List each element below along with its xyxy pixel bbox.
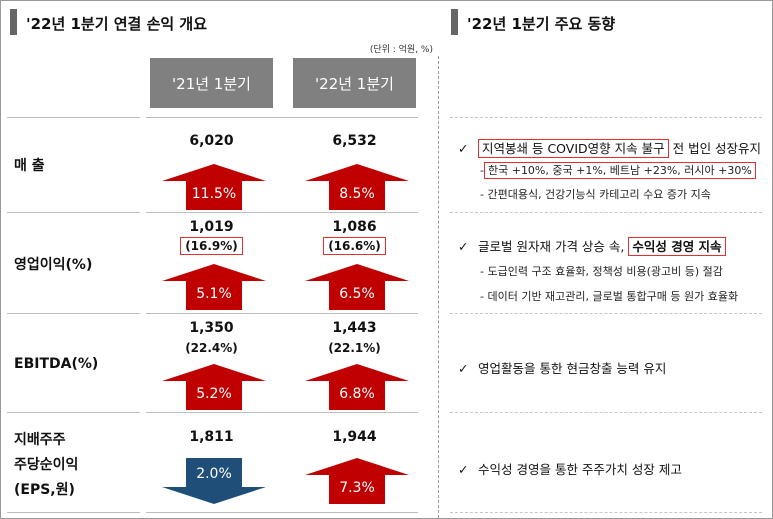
ebitda-2022-value: 1,443 — [332, 320, 377, 336]
ebitda-2022-margin: (22.1%) — [328, 341, 381, 355]
ebitda-2022-growth-arrow: 6.8% — [305, 364, 409, 410]
row-divider — [146, 212, 418, 213]
ebitda-2022-growth: 6.8% — [339, 386, 375, 402]
column-header-2022: '22년 1분기 — [293, 58, 416, 108]
sales-2021-value: 6,020 — [189, 133, 234, 149]
arrow-up-icon — [305, 458, 409, 504]
op-profit-2021-value: 1,019 — [189, 219, 234, 235]
arrow-up-icon — [305, 364, 409, 410]
unit-note: (단위 : 억원, %) — [369, 45, 433, 55]
ebitda-2021-growth: 5.2% — [196, 386, 232, 402]
sales-2021-growth: 11.5% — [191, 186, 237, 202]
row-label-eps-3: (EPS,원) — [14, 482, 75, 498]
op-profit-2022-growth: 6.5% — [339, 286, 375, 302]
sales-2022-value: 6,532 — [332, 133, 377, 149]
check-icon: ✓ — [458, 239, 469, 254]
column-header-2021: '21년 1분기 — [150, 58, 273, 108]
trend-1-text: 전 법인 성장유지 — [672, 141, 762, 156]
row-divider — [146, 512, 418, 513]
row-divider — [7, 412, 140, 413]
row-divider — [146, 117, 418, 118]
dash: - — [480, 164, 484, 177]
row-divider — [7, 313, 140, 314]
trend-1-country-growth: 한국 +10%, 중국 +1%, 베트남 +23%, 러시아 +30% — [483, 162, 756, 179]
eps-2022-value: 1,944 — [332, 429, 377, 445]
right-row-divider — [450, 512, 762, 513]
arrow-up-icon — [162, 364, 266, 410]
check-icon: ✓ — [458, 141, 469, 156]
trend-bullet-1: ✓ 지역봉쇄 등 COVID영향 지속 불구 전 법인 성장유지 — [458, 138, 762, 158]
trend-bullet-4: ✓ 수익성 경영을 통한 주주가치 성장 제고 — [458, 459, 682, 478]
trend-2-sub-1: - 도급인력 구조 효율화, 정책성 비용(광고비 등) 절감 — [480, 265, 723, 278]
op-profit-2021-margin-text: (16.9%) — [180, 237, 243, 255]
eps-2021-growth-arrow: 2.0% — [162, 458, 266, 504]
ebitda-2021-margin: (22.4%) — [185, 341, 238, 355]
eps-2022-growth-arrow: 7.3% — [305, 458, 409, 504]
right-row-divider — [450, 117, 762, 118]
trend-2-text: 글로벌 원자재 가격 상승 속, — [478, 239, 629, 254]
row-label-sales: 매 출 — [14, 158, 45, 174]
trend-bullet-2: ✓ 글로벌 원자재 가격 상승 속, 수익성 경영 지속 — [458, 236, 726, 256]
row-divider — [7, 512, 140, 513]
row-label-eps-1: 지배주주 — [14, 432, 66, 448]
column-divider — [438, 56, 439, 518]
check-icon: ✓ — [458, 462, 469, 477]
op-profit-2021-growth-arrow: 5.1% — [162, 264, 266, 310]
row-divider — [146, 313, 418, 314]
row-divider — [146, 412, 418, 413]
row-label-operating-profit: 영업이익(%) — [14, 257, 93, 273]
trend-2-highlight: 수익성 경영 지속 — [628, 237, 726, 256]
row-divider — [7, 212, 140, 213]
row-divider — [7, 117, 140, 118]
sales-2022-growth-arrow: 8.5% — [305, 164, 409, 210]
left-title: '22년 1분기 연결 손익 개요 — [26, 15, 207, 33]
op-profit-2021-margin: (16.9%) — [150, 237, 273, 255]
trend-3-text: 영업활동을 통한 현금창출 능력 유지 — [478, 361, 667, 376]
right-row-divider — [450, 313, 762, 314]
check-icon: ✓ — [458, 361, 469, 376]
op-profit-2022-margin: (16.6%) — [293, 237, 416, 255]
left-title-bar — [10, 9, 17, 35]
eps-2022-growth: 7.3% — [339, 480, 375, 496]
arrow-up-icon — [162, 264, 266, 310]
trend-1-sub-1: - 한국 +10%, 중국 +1%, 베트남 +23%, 러시아 +30% — [480, 162, 756, 179]
trend-2-sub-2: - 데이터 기반 재고관리, 글로벌 통합구매 등 원가 효율화 — [480, 290, 739, 303]
right-row-divider — [450, 412, 762, 413]
ebitda-2021-growth-arrow: 5.2% — [162, 364, 266, 410]
trend-1-sub-2: - 간편대용식, 건강기능식 카테고리 수요 증가 지속 — [480, 188, 711, 201]
ebitda-2021-value: 1,350 — [189, 320, 234, 336]
op-profit-2022-growth-arrow: 6.5% — [305, 264, 409, 310]
op-profit-2022-margin-text: (16.6%) — [323, 237, 386, 255]
trend-bullet-3: ✓ 영업활동을 통한 현금창출 능력 유지 — [458, 358, 666, 377]
op-profit-2022-value: 1,086 — [332, 219, 377, 235]
arrow-up-icon — [305, 164, 409, 210]
op-profit-2021-growth: 5.1% — [196, 286, 232, 302]
right-row-divider — [450, 212, 762, 213]
row-label-ebitda: EBITDA(%) — [14, 356, 99, 372]
arrow-up-icon — [305, 264, 409, 310]
sales-2022-growth: 8.5% — [339, 186, 375, 202]
right-title: '22년 1분기 주요 동향 — [467, 15, 616, 33]
arrow-up-icon — [162, 164, 266, 210]
eps-2021-value: 1,811 — [189, 429, 234, 445]
trend-1-highlight: 지역봉쇄 등 COVID영향 지속 불구 — [478, 139, 669, 158]
arrow-down-icon — [162, 458, 266, 504]
row-label-eps-2: 주당순이익 — [14, 457, 79, 473]
sales-2021-growth-arrow: 11.5% — [162, 164, 266, 210]
eps-2021-growth: 2.0% — [196, 466, 232, 482]
right-title-bar — [451, 9, 458, 35]
trend-4-text: 수익성 경영을 통한 주주가치 성장 제고 — [478, 462, 682, 477]
